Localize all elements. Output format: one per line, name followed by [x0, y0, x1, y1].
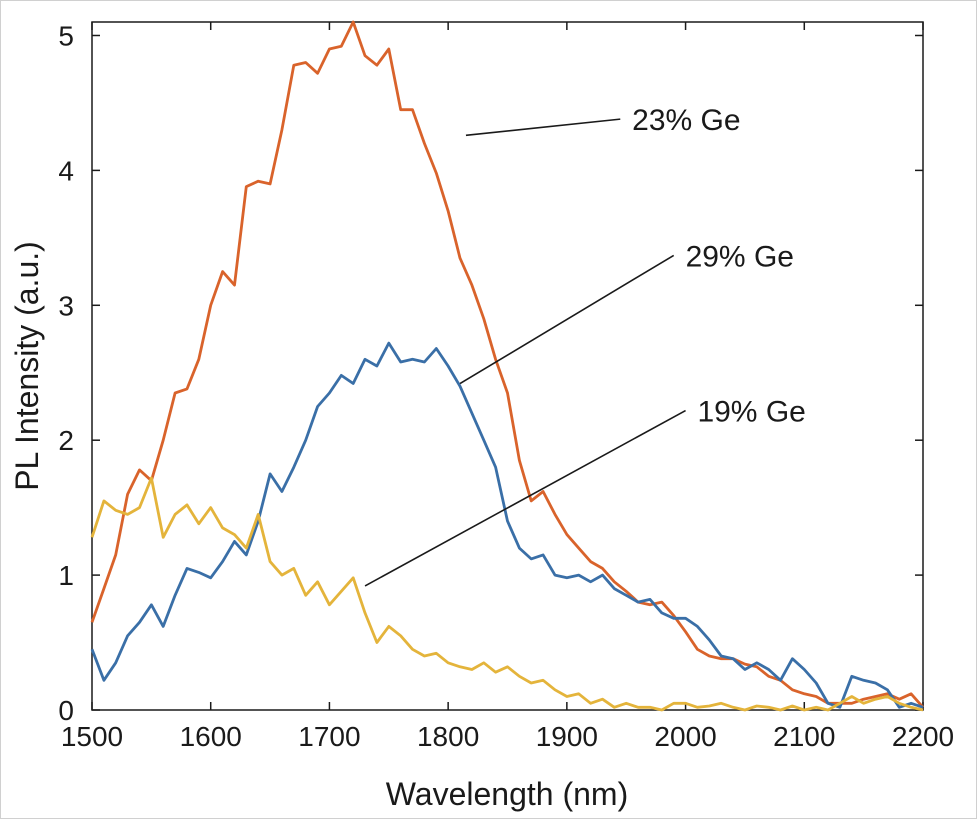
series-line-19-ge [90, 476, 924, 712]
annotation-leader-line [364, 409, 686, 587]
x-tick-label: 1800 [417, 721, 479, 752]
y-tick-label: 2 [58, 425, 74, 456]
tick-labels: 1500 1600 1700 1800 1900 2000 2100 2200 0 1 2 3 4 5 [58, 20, 954, 752]
y-tick-label: 4 [58, 155, 74, 186]
x-tick-label: 1500 [61, 721, 123, 752]
x-tick-label: 1600 [180, 721, 242, 752]
y-axis-title: PL Intensity (a.u.) [9, 241, 45, 491]
plot-area [91, 21, 924, 711]
annotations: 23% Ge 29% Ge 19% Ge [364, 104, 806, 587]
annotation-label: 29% Ge [686, 240, 794, 273]
y-tick-label: 5 [58, 20, 74, 51]
x-tick-label: 2100 [773, 721, 835, 752]
series-layer [90, 20, 925, 712]
x-tick-label: 1700 [298, 721, 360, 752]
x-tick-label: 2200 [892, 721, 954, 752]
annotation-label: 19% Ge [697, 396, 805, 429]
y-tick-label: 3 [58, 290, 74, 321]
annotation-leader-line [459, 254, 675, 385]
annotation-leader-line [465, 118, 621, 137]
series-line-23-ge [90, 20, 925, 709]
x-tick-label: 2000 [654, 721, 716, 752]
y-tick-label: 1 [58, 560, 74, 591]
y-tick-label: 0 [58, 695, 74, 726]
series-line-29-ge [90, 341, 924, 709]
annotation-label: 23% Ge [632, 104, 740, 137]
x-axis-title: Wavelength (nm) [386, 776, 628, 812]
x-tick-label: 1900 [536, 721, 598, 752]
